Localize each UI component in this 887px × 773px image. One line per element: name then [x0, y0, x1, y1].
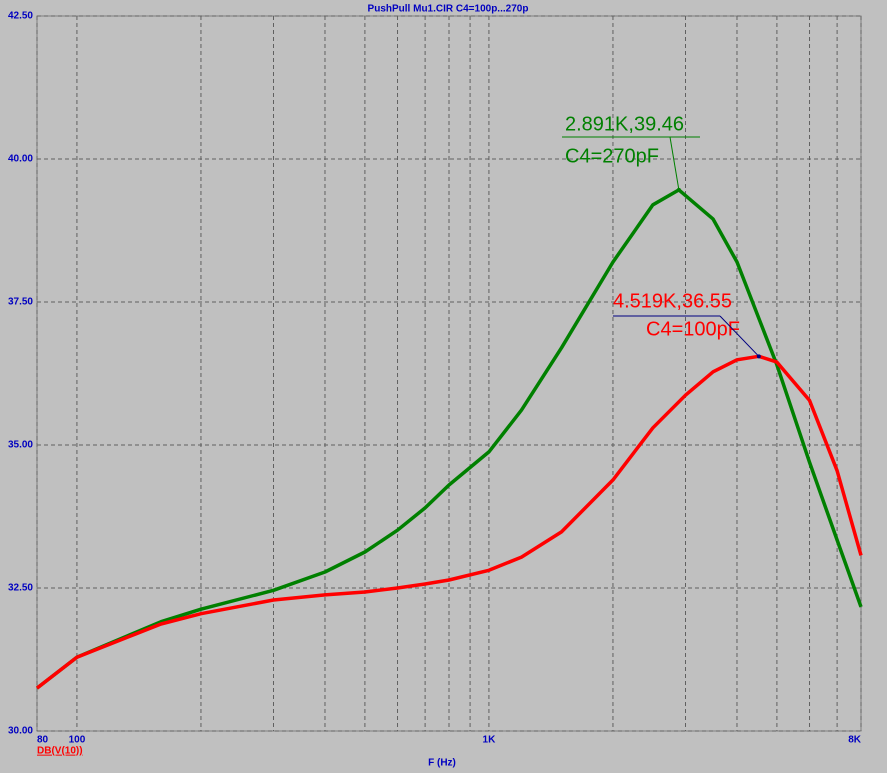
series-name: C4=100pF: [646, 318, 740, 340]
y-tick-label: 32.50: [8, 583, 33, 594]
x-tick-label: 8K: [848, 735, 862, 746]
y-axis-label: DB(V(10)): [37, 746, 83, 757]
y-tick-label: 42.50: [8, 11, 33, 22]
y-tick-label: 30.00: [8, 726, 33, 737]
peak-marker: [756, 354, 761, 359]
peak-label: 4.519K,36.55: [613, 290, 732, 312]
series-line: [35, 354, 863, 690]
peak-label: 2.891K,39.46: [565, 113, 684, 135]
x-tick-label: 100: [69, 735, 86, 746]
peak-marker: [676, 187, 681, 192]
chart-title: PushPull Mu1.CIR C4=100p...270p: [368, 4, 529, 15]
leader-line: [669, 136, 680, 190]
x-tick-label: 1K: [483, 735, 497, 746]
y-tick-label: 35.00: [8, 440, 33, 451]
x-axis-label: F (Hz): [428, 758, 456, 769]
y-tick-label: 40.00: [8, 154, 33, 165]
series-name: C4=270pF: [565, 145, 659, 167]
leader-line: [719, 315, 760, 357]
y-tick-label: 37.50: [8, 297, 33, 308]
x-tick-label: 80: [37, 735, 49, 746]
series-line: [35, 188, 863, 690]
